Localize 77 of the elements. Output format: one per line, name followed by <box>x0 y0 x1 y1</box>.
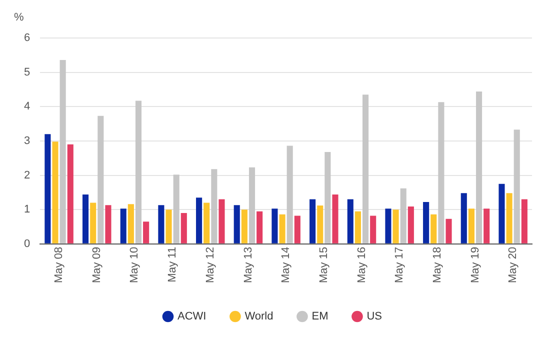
bar <box>423 202 430 244</box>
bar <box>354 211 361 244</box>
y-axis-title: % <box>14 12 24 24</box>
bar <box>310 199 316 244</box>
x-tick-label: May 11 <box>166 246 179 282</box>
x-tick-label: May 14 <box>280 246 292 284</box>
bar <box>98 116 104 244</box>
x-tick-label: May 08 <box>53 246 66 284</box>
y-tick-label: 1 <box>24 204 30 216</box>
bar <box>60 60 66 244</box>
legend-label: ACWI <box>177 310 206 323</box>
bar <box>241 210 248 244</box>
legend-label: EM <box>312 310 328 323</box>
bar <box>256 211 263 244</box>
x-tick-label: May 19 <box>469 246 482 284</box>
bar <box>135 100 142 244</box>
bar <box>438 102 444 244</box>
bar <box>211 169 218 244</box>
bar <box>234 205 240 244</box>
bar <box>476 92 482 244</box>
bar <box>385 208 392 244</box>
legend-label: US <box>366 310 382 323</box>
bar <box>362 94 369 244</box>
bar <box>400 188 406 244</box>
bar <box>196 198 202 244</box>
bar <box>204 202 210 244</box>
bar <box>468 208 474 244</box>
bar <box>286 146 293 244</box>
x-tick-label: May 18 <box>431 246 444 284</box>
x-tick-label: May 16 <box>356 246 368 284</box>
bar <box>332 194 338 244</box>
bar <box>173 174 180 244</box>
y-tick-label: 3 <box>24 134 30 147</box>
bar <box>460 193 467 244</box>
bar <box>166 210 172 244</box>
bar <box>67 144 74 244</box>
bar <box>44 134 51 244</box>
x-tick-label: May 12 <box>204 246 216 284</box>
x-tick-label: May 15 <box>318 246 330 284</box>
bar <box>317 205 324 244</box>
bar <box>446 218 452 244</box>
x-tick-label: May 09 <box>90 246 103 284</box>
y-tick-label: 5 <box>24 66 30 78</box>
y-tick-label: 0 <box>24 238 30 250</box>
bar <box>52 142 58 244</box>
legend-label: World <box>244 310 274 323</box>
bar <box>430 214 437 244</box>
x-tick-label: May 10 <box>128 246 141 284</box>
bar <box>90 202 96 244</box>
x-tick-label: May 20 <box>507 246 520 284</box>
x-tick-label: May 13 <box>242 246 254 284</box>
bar <box>120 208 126 244</box>
bar <box>180 213 187 244</box>
y-tick-label: 6 <box>24 32 30 44</box>
y-tick-label: 4 <box>24 100 30 113</box>
bar <box>105 205 112 244</box>
bar <box>294 216 300 244</box>
bar <box>218 199 225 244</box>
bar <box>347 199 354 244</box>
bar <box>392 210 399 244</box>
bar <box>324 152 331 244</box>
bar <box>484 208 490 244</box>
bar <box>506 193 512 244</box>
bar <box>82 194 89 244</box>
bar <box>248 167 256 244</box>
x-tick-label: May 17 <box>394 246 406 284</box>
y-tick-label: 2 <box>24 169 30 182</box>
bar <box>370 216 376 244</box>
bar <box>158 205 164 244</box>
bar <box>514 130 520 244</box>
bar <box>521 199 528 244</box>
bar <box>279 214 286 244</box>
bar <box>272 208 278 244</box>
bar <box>128 204 134 244</box>
bar <box>143 222 150 244</box>
bar <box>498 184 505 244</box>
bar <box>408 206 414 244</box>
